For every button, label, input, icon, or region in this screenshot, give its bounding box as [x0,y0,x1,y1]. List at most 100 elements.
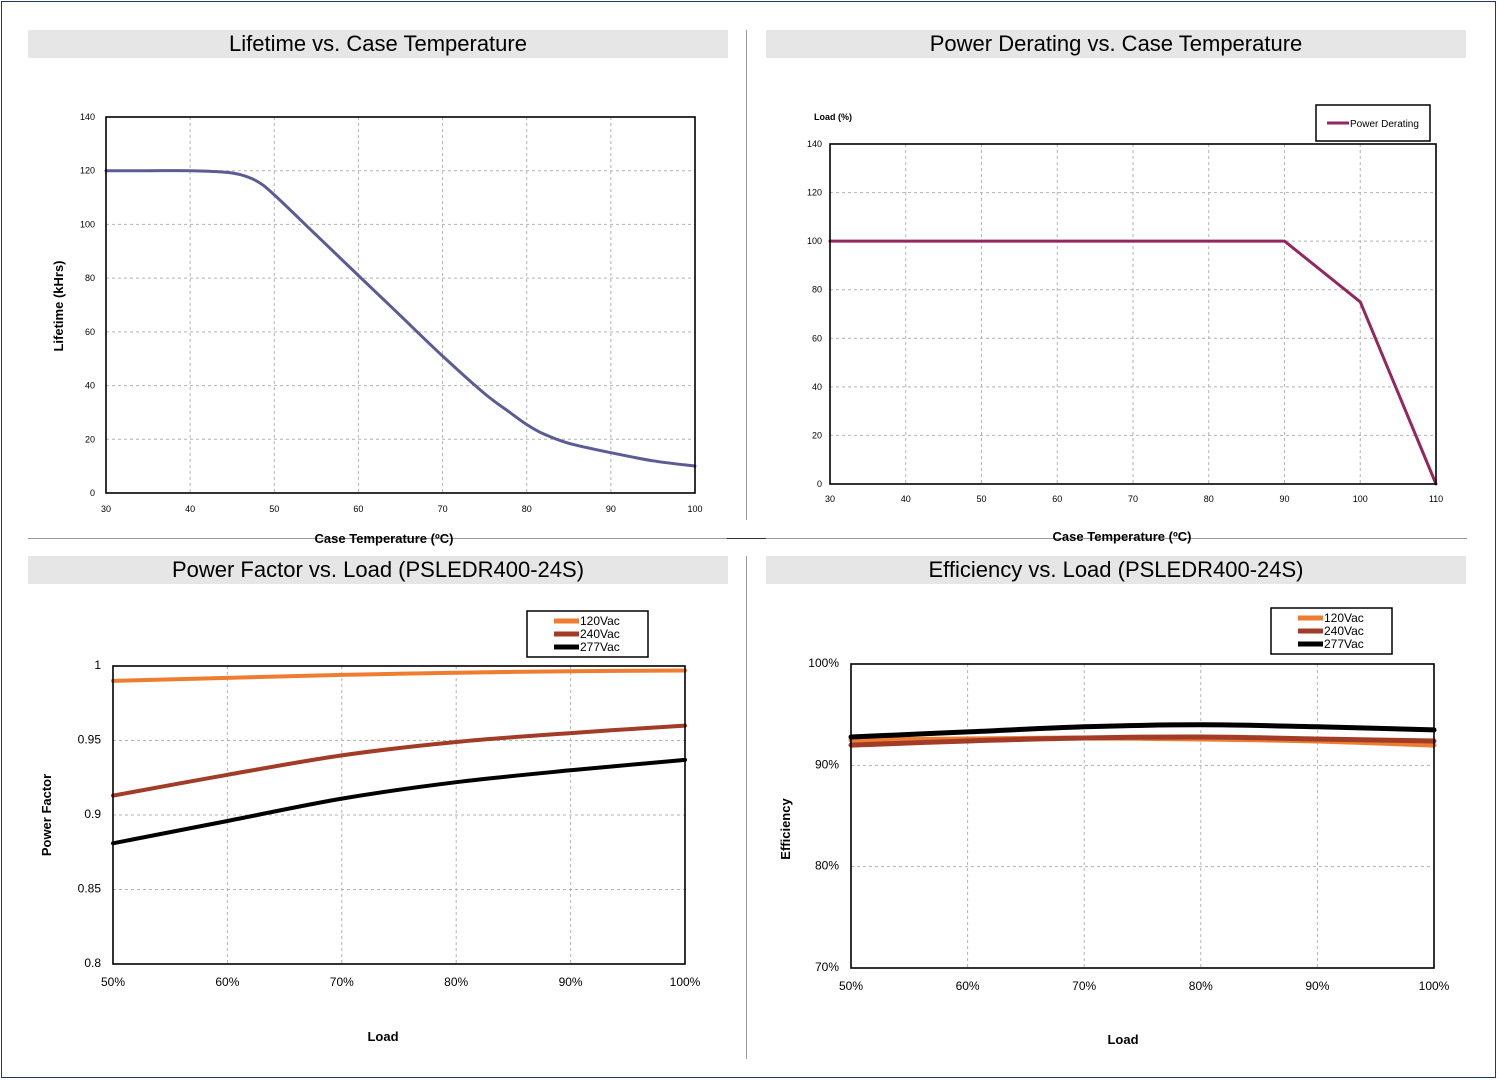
plot-area-border [112,665,686,965]
y-tick-label: 40 [812,382,822,392]
plot-area-border [105,116,696,494]
x-tick-label: 50% [839,979,863,993]
x-tick-label: 100 [687,504,702,514]
legend-box [526,610,649,658]
x-tick-label: 80 [1204,494,1214,504]
legend-box [1270,607,1393,655]
x-tick-label: 50% [101,975,125,989]
y-tick-label: 100 [807,236,822,246]
x-tick-label: 90 [606,504,616,514]
x-tick-label: 50 [269,504,279,514]
y-tick-label: 80 [812,285,822,295]
series-line-0 [104,169,697,468]
y-axis-title: Efficiency [778,798,793,860]
y-tick-label: 80% [815,859,839,873]
y-tick-label: 0.8 [84,956,101,970]
series-line-240vac [111,723,687,798]
x-tick-label: 70% [1072,979,1096,993]
x-tick-label: 40 [185,504,195,514]
y-tick-label: 140 [807,139,822,149]
x-tick-label: 50 [976,494,986,504]
y-tick-label: 140 [80,112,95,122]
x-tick-label: 40 [901,494,911,504]
chart-panel-efficiency: Efficiency vs. Load (PSLEDR400-24S) 50% 6… [766,556,1466,1071]
legend-label: 277Vac [1324,637,1364,651]
series-line-277vac [111,757,687,846]
x-tick-label: 100 [1353,494,1368,504]
plot-area-border [850,663,1435,969]
y-axis-title: Lifetime (kHrs) [51,260,66,351]
y-tick-label: 0.85 [78,882,102,896]
lifetime-chart: 30 40 50 60 70 80 90 100 0 20 40 60 80 100 120 140 Case … [51,112,703,546]
x-axis-title: Load [1107,1032,1138,1047]
x-tick-label: 60 [353,504,363,514]
y-tick-label: 20 [812,430,822,440]
horizontal-divider-left [28,538,728,539]
x-axis-title: Load [367,1029,398,1044]
horizontal-divider-center [727,538,766,539]
y-tick-label: 100 [80,219,95,229]
x-tick-label: 70 [438,504,448,514]
legend-label: 120Vac [1324,611,1364,625]
series-line-277vac [848,722,1437,740]
y-tick-label: 120 [807,188,822,198]
legend-label: Power Derating [1350,119,1419,130]
chart-title: Power Factor vs. Load (PSLEDR400-24S) [28,556,728,584]
vertical-divider-top [746,30,747,520]
y-tick-label: 60 [85,327,95,337]
x-tick-label: 30 [825,494,835,504]
chart-panel-power-factor: Power Factor vs. Load (PSLEDR400-24S) 50… [28,556,728,1071]
x-tick-label: 30 [101,504,111,514]
x-axis-title: Case Temperature (ºC) [315,531,454,546]
y-tick-label: 20 [85,434,95,444]
legend-label: 240Vac [580,627,620,641]
series-line-240vac [848,734,1437,748]
x-tick-label: 70 [1128,494,1138,504]
x-tick-label: 80% [444,975,468,989]
y-tick-label: 60 [812,333,822,343]
plot-area-border [829,143,1437,485]
x-tick-label: 90 [1279,494,1289,504]
y-tick-label: 120 [80,166,95,176]
y-axis-title: Load (%) [814,112,852,122]
y-tick-label: 1 [94,658,101,672]
efficiency-chart: 50% 60% 70% 80% 90% 100% 70% 80% 90% 100% Load Effi… [778,607,1450,1047]
x-tick-label: 110 [1429,494,1443,504]
vertical-divider-bottom [746,556,747,1059]
power-factor-chart: 50% 60% 70% 80% 90% 100% 0.8 0.85 0.9 0.95 1 Load Po… [39,610,701,1044]
legend-label: 277Vac [580,640,620,654]
chart-title: Power Derating vs. Case Temperature [766,30,1466,58]
x-tick-label: 100% [670,975,701,989]
y-tick-label: 100% [808,656,839,670]
series-line-power-derating [828,239,1438,486]
chart-panel-derating: Power Derating vs. Case Temperature 30 40… [766,30,1466,545]
x-tick-label: 60% [956,979,980,993]
chart-panel-lifetime: Lifetime vs. Case Temperature 30 40 50 60 70… [28,30,728,546]
y-tick-label: 0.9 [84,807,101,821]
derating-chart: 30 40 50 60 70 80 90 100 110 0 20 40 60 80 100 120 140 Ca… [807,104,1443,544]
y-tick-label: 80 [85,273,95,283]
x-axis-title: Case Temperature (ºC) [1053,529,1192,544]
x-tick-label: 90% [1305,979,1329,993]
y-tick-label: 70% [815,960,839,974]
chart-title: Lifetime vs. Case Temperature [28,30,728,58]
x-tick-label: 80 [522,504,532,514]
x-tick-label: 60% [215,975,239,989]
y-tick-label: 90% [815,757,839,771]
legend-label: 240Vac [1324,624,1364,638]
y-axis-title: Power Factor [39,774,54,856]
legend-label: 120Vac [580,614,620,628]
chart-title: Efficiency vs. Load (PSLEDR400-24S) [766,556,1466,584]
x-tick-label: 90% [559,975,583,989]
series-line-120vac [111,668,687,683]
y-tick-label: 0 [90,488,95,498]
x-tick-label: 100% [1419,979,1450,993]
y-tick-label: 40 [85,381,95,391]
y-tick-label: 0 [817,479,822,489]
x-tick-label: 70% [330,975,354,989]
horizontal-divider-right [766,538,1467,539]
y-tick-label: 0.95 [78,733,102,747]
x-tick-label: 60 [1052,494,1062,504]
x-tick-label: 80% [1189,979,1213,993]
